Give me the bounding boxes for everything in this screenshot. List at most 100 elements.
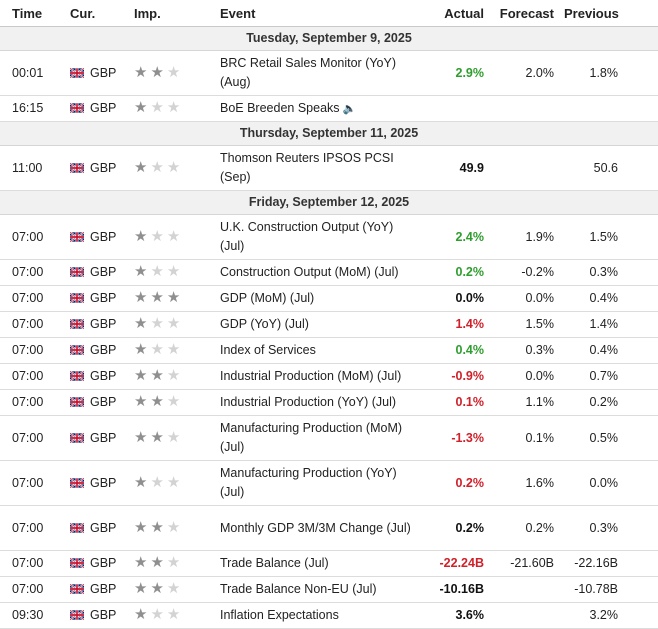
importance-stars: ★ ★ ★: [134, 550, 220, 577]
event-cell[interactable]: Trade Balance (Jul): [220, 550, 415, 577]
header-time[interactable]: Time: [0, 0, 70, 27]
header-importance[interactable]: Imp.: [134, 0, 220, 27]
event-row[interactable]: 07:00 GBP ★ ★ ★ Manufacturing Production (MoM…: [0, 415, 658, 461]
event-name[interactable]: Manufacturing Production (YoY) (Jul): [220, 466, 397, 499]
event-row[interactable]: 09:30 GBP ★ ★ ★ Inflation Expectations 3.6% 3.2…: [0, 602, 658, 629]
currency-cell: GBP: [69, 576, 134, 603]
actual-value: 0.1%: [415, 389, 492, 416]
event-cell[interactable]: Inflation Expectations: [220, 602, 415, 629]
empty-star-icon: ★: [166, 428, 181, 446]
filled-star-icon: ★: [134, 289, 148, 306]
event-name[interactable]: GDP (MoM) (Jul): [220, 291, 315, 305]
event-cell[interactable]: GDP (YoY) (Jul): [220, 311, 415, 338]
filled-star-icon: ★: [134, 393, 148, 410]
currency-cell: GBP: [69, 50, 134, 96]
event-cell[interactable]: Index of Services: [220, 337, 415, 364]
header-forecast[interactable]: Forecast: [492, 0, 564, 27]
event-name[interactable]: Index of Services: [220, 343, 316, 357]
event-cell[interactable]: BoE Breeden Speaks 🔈: [220, 95, 415, 122]
uk-flag-icon: [69, 264, 85, 278]
filled-star-icon: ★: [134, 428, 148, 446]
event-name[interactable]: Industrial Production (YoY) (Jul): [220, 395, 397, 409]
date-separator-row: Thursday, September 11, 2025: [0, 121, 658, 146]
header-event[interactable]: Event: [220, 0, 415, 27]
event-cell[interactable]: Manufacturing Production (YoY) (Jul): [220, 460, 415, 506]
event-time: 07:00: [0, 415, 70, 461]
empty-star-icon: ★: [150, 99, 164, 116]
actual-value: -0.9%: [415, 363, 492, 390]
uk-flag-icon: [69, 555, 85, 569]
event-name[interactable]: Industrial Production (MoM) (Jul): [220, 369, 402, 383]
event-name[interactable]: Monthly GDP 3M/3M Change (Jul): [220, 520, 411, 535]
forecast-value: 1.6%: [492, 460, 564, 506]
event-cell[interactable]: Trade Balance Non-EU (Jul): [220, 576, 415, 603]
event-name[interactable]: Thomson Reuters IPSOS PCSI (Sep): [220, 151, 394, 184]
event-row[interactable]: 07:00 GBP ★ ★ ★ Trade Balance (Jul) -22.24B -21…: [0, 550, 658, 577]
event-row[interactable]: 07:00 GBP ★ ★ ★ Index of Services 0.4% 0.3% 0.4%: [0, 337, 658, 364]
actual-value: 0.0%: [415, 285, 492, 312]
event-cell[interactable]: Industrial Production (MoM) (Jul): [220, 363, 415, 390]
event-row[interactable]: 07:00 GBP ★ ★ ★ Manufacturing Production (YoY…: [0, 460, 658, 506]
event-name[interactable]: BoE Breeden Speaks: [220, 100, 340, 115]
currency-cell: GBP: [69, 285, 134, 312]
event-row[interactable]: 07:00 GBP ★ ★ ★ Construction Output (MoM) (Ju…: [0, 259, 658, 286]
header-row: Time Cur. Imp. Event Actual Forecast Pre…: [0, 0, 658, 27]
event-name[interactable]: Inflation Expectations: [220, 608, 339, 622]
header-previous[interactable]: Previous: [564, 0, 658, 27]
event-name[interactable]: BRC Retail Sales Monitor (YoY) (Aug): [220, 56, 396, 89]
event-row[interactable]: 07:00 GBP ★ ★ ★ GDP (MoM) (Jul) 0.0% 0.0% 0.4%: [0, 285, 658, 312]
event-time: 00:01: [0, 50, 70, 96]
event-name[interactable]: Trade Balance Non-EU (Jul): [220, 582, 377, 596]
filled-star-icon: ★: [134, 367, 148, 384]
event-cell[interactable]: Construction Output (MoM) (Jul): [220, 259, 415, 286]
event-row[interactable]: 07:00 GBP ★ ★ ★ GDP (YoY) (Jul) 1.4% 1.5% 1.4%: [0, 311, 658, 338]
event-row[interactable]: 11:00 GBP ★ ★ ★ Thomson Reuters IPSOS PCSI (S…: [0, 145, 658, 191]
currency-code: GBP: [90, 520, 117, 535]
importance-stars: ★ ★ ★: [134, 285, 220, 312]
event-cell[interactable]: Industrial Production (YoY) (Jul): [220, 389, 415, 416]
filled-star-icon: ★: [150, 580, 164, 597]
event-row[interactable]: 07:00 GBP ★ ★ ★ Monthly GDP 3M/3M Change (Jul…: [0, 505, 658, 551]
actual-value: 3.6%: [415, 602, 492, 629]
event-row[interactable]: 07:00 GBP ★ ★ ★ U.K. Construction Output (YoY…: [0, 214, 658, 260]
uk-flag-icon: [69, 65, 85, 78]
uk-flag-icon: [69, 100, 85, 114]
importance-stars: ★ ★ ★: [134, 389, 220, 416]
previous-value: 1.5%: [564, 214, 658, 260]
event-name[interactable]: GDP (YoY) (Jul): [220, 317, 309, 331]
event-row[interactable]: 07:00 GBP ★ ★ ★ Industrial Production (MoM) (…: [0, 363, 658, 390]
event-row[interactable]: 07:00 GBP ★ ★ ★ Industrial Production (YoY) (…: [0, 389, 658, 416]
filled-star-icon: ★: [134, 263, 148, 280]
event-name[interactable]: U.K. Construction Output (YoY) (Jul): [220, 220, 394, 253]
event-cell[interactable]: Monthly GDP 3M/3M Change (Jul): [220, 505, 415, 551]
filled-star-icon: ★: [150, 367, 164, 384]
event-name[interactable]: Trade Balance (Jul): [220, 556, 329, 570]
header-currency[interactable]: Cur.: [70, 0, 134, 27]
actual-value: 49.9: [415, 145, 492, 191]
event-name[interactable]: Construction Output (MoM) (Jul): [220, 265, 399, 279]
currency-cell: GBP: [69, 259, 134, 286]
uk-flag-icon: [69, 316, 85, 330]
uk-flag-icon: [69, 290, 85, 304]
empty-star-icon: ★: [166, 518, 181, 536]
event-time: 07:00: [0, 460, 70, 506]
event-name[interactable]: Manufacturing Production (MoM) (Jul): [220, 421, 403, 454]
event-cell[interactable]: GDP (MoM) (Jul): [220, 285, 415, 312]
importance-stars: ★ ★ ★: [134, 50, 220, 96]
header-actual[interactable]: Actual: [415, 0, 492, 27]
date-separator-row: Tuesday, September 9, 2025: [0, 26, 658, 51]
event-row[interactable]: 16:15 GBP ★ ★ ★ BoE Breeden Speaks 🔈: [0, 95, 658, 122]
filled-star-icon: ★: [150, 63, 164, 81]
event-time: 07:00: [0, 576, 70, 603]
event-cell[interactable]: Thomson Reuters IPSOS PCSI (Sep): [220, 145, 415, 191]
empty-star-icon: ★: [150, 341, 164, 358]
event-cell[interactable]: Manufacturing Production (MoM) (Jul): [220, 415, 415, 461]
currency-cell: GBP: [69, 389, 134, 416]
event-cell[interactable]: BRC Retail Sales Monitor (YoY) (Aug): [220, 50, 415, 96]
event-row[interactable]: 00:01 GBP ★ ★ ★ BRC Retail Sales Monitor (YoY…: [0, 50, 658, 96]
event-row[interactable]: 07:00 GBP ★ ★ ★ Trade Balance Non-EU (Jul) -10…: [0, 576, 658, 603]
event-cell[interactable]: U.K. Construction Output (YoY) (Jul): [220, 214, 415, 260]
filled-star-icon: ★: [134, 99, 148, 116]
currency-cell: GBP: [69, 550, 134, 577]
